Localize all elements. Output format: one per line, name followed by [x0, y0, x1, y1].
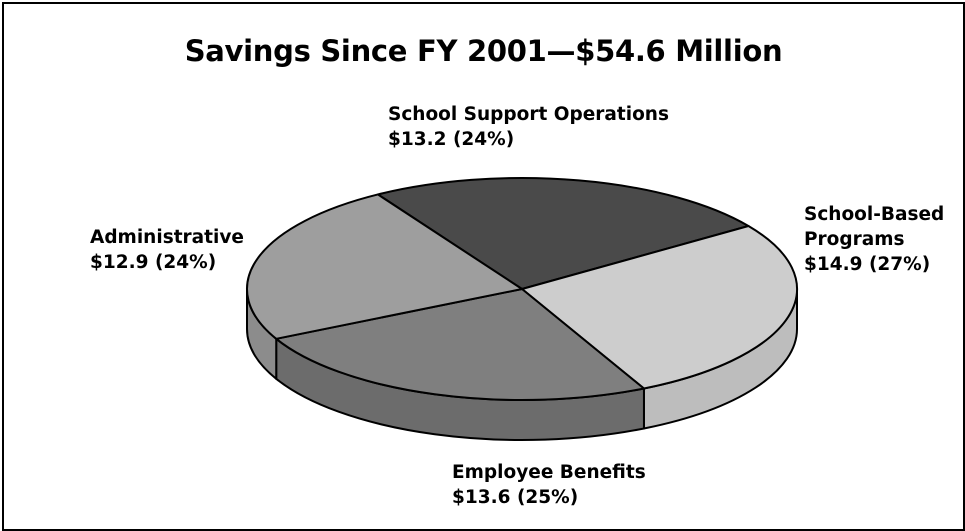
slice-value: $13.6 (25%): [452, 487, 579, 508]
pie-slice-employee-benefits: [275, 288, 645, 401]
slice-value: $13.2 (24%): [388, 129, 515, 150]
slice-name: School-Based Programs: [804, 204, 945, 250]
slice-value: $14.9 (27%): [804, 254, 931, 275]
pie-chart: [246, 177, 798, 441]
pie-slice-school-based-programs: [521, 225, 798, 390]
slice-name: School Support Operations: [388, 104, 669, 125]
chart-title: Savings Since FY 2001—$54.6 Million: [184, 34, 783, 68]
slice-value: $12.9 (24%): [90, 252, 217, 273]
slice-label-school-based-programs: School-Based Programs $14.9 (27%): [804, 202, 944, 277]
slice-label-school-support-operations: School Support Operations $13.2 (24%): [388, 102, 669, 152]
slice-name: Employee Benefits: [452, 462, 646, 483]
slice-label-employee-benefits: Employee Benefits $13.6 (25%): [452, 460, 646, 510]
slice-label-administrative: Administrative $12.9 (24%): [90, 225, 244, 275]
pie-slice-school-support-operations: [376, 177, 750, 290]
pie-top: [246, 177, 798, 401]
slice-name: Administrative: [90, 227, 244, 248]
pie-slice-administrative: [246, 193, 523, 340]
